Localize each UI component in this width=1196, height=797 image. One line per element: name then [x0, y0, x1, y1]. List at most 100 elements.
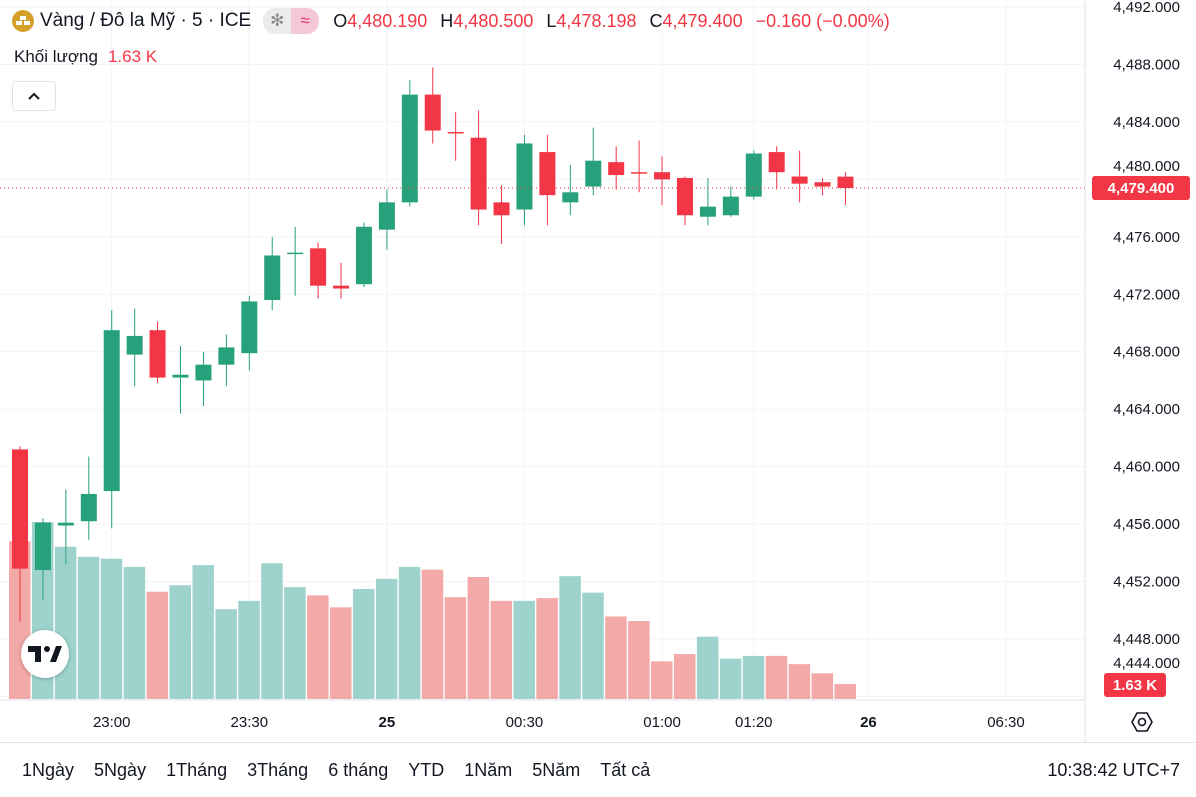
- candle-body: [424, 94, 441, 131]
- status-badges[interactable]: ✻ ≈: [263, 8, 320, 34]
- candle-body: [768, 152, 785, 173]
- volume-bar: [421, 569, 444, 699]
- candle-body: [814, 182, 831, 187]
- volume-bar: [605, 616, 627, 699]
- volume-bar: [628, 621, 650, 699]
- candle-body: [378, 202, 395, 230]
- volume-bar: [284, 587, 306, 699]
- candle-body: [676, 177, 693, 216]
- price-ticks: 4,492.000 4,488.000 4,484.000 4,480.000 4,47…: [1113, 0, 1180, 672]
- range-1d[interactable]: 1Ngày: [22, 759, 75, 780]
- candle-body: [57, 522, 74, 526]
- candle-body: [172, 374, 189, 378]
- volume-bar: [490, 600, 513, 699]
- candle-body: [34, 522, 51, 571]
- range-5d[interactable]: 5Ngày: [94, 759, 147, 780]
- candle-body: [103, 330, 120, 492]
- approx-icon[interactable]: ≈: [291, 8, 320, 34]
- volume-bar: [582, 592, 604, 699]
- candle-body: [539, 152, 556, 196]
- volume-bar: [467, 577, 490, 699]
- candle-body: [218, 347, 235, 365]
- candles: [12, 67, 854, 622]
- volume-label: Khối lượng: [14, 47, 98, 66]
- open-value: 4,480.190: [347, 10, 428, 31]
- change-value: −0.160 (−0.00%): [755, 10, 890, 31]
- time-ticks: 23:00 23:30 25 00:30 01:00 01:20 26 06:30: [93, 714, 1025, 731]
- symbol-legend: Vàng / Đô la Mỹ · 5 · ICE ✻ ≈ O4,480.190…: [12, 8, 898, 34]
- time-tick-label: 23:00: [93, 714, 131, 731]
- range-6m[interactable]: 6 tháng: [328, 759, 389, 780]
- volume-bar: [513, 600, 535, 699]
- chevron-up-icon: [28, 92, 40, 100]
- candle-body: [470, 137, 487, 210]
- candle-body: [699, 206, 716, 217]
- low-key: L: [546, 10, 557, 31]
- range-5y[interactable]: 5Năm: [532, 759, 581, 780]
- volume-bar: [536, 598, 558, 699]
- price-tick-label: 4,476.000: [1113, 229, 1180, 246]
- range-ytd[interactable]: YTD: [408, 759, 445, 780]
- close-value: 4,479.400: [662, 10, 743, 31]
- price-tick-label: 4,480.000: [1113, 158, 1180, 175]
- candle-body: [722, 196, 739, 216]
- candle-body: [837, 176, 854, 188]
- open-key: O: [333, 10, 348, 31]
- symbol-title[interactable]: Vàng / Đô la Mỹ · 5 · ICE: [40, 10, 252, 31]
- last-price-label: 4,479.400: [1092, 176, 1190, 200]
- price-tick-label: 4,448.000: [1113, 631, 1180, 648]
- gold-icon: [12, 10, 34, 32]
- volume-bar: [375, 578, 398, 699]
- candle-body: [654, 172, 671, 180]
- volume-value: 1.63 K: [107, 47, 158, 66]
- range-1y[interactable]: 1Năm: [464, 759, 513, 780]
- tradingview-logo[interactable]: [21, 630, 69, 678]
- candle-body: [585, 160, 602, 187]
- price-tick-label: 4,484.000: [1113, 114, 1180, 131]
- price-tick-label: 4,460.000: [1113, 459, 1180, 476]
- candle-body: [287, 252, 304, 255]
- volume-bar: [696, 636, 719, 699]
- time-tick-label: 23:30: [231, 714, 269, 731]
- time-tick-label: 01:20: [735, 714, 773, 731]
- volume-bar: [169, 585, 192, 699]
- volume-bar: [352, 588, 375, 699]
- asterisk-icon[interactable]: ✻: [263, 8, 292, 34]
- price-tick-label: 4,492.000: [1113, 0, 1180, 16]
- candle-body: [241, 301, 258, 354]
- candle-body: [791, 176, 808, 184]
- candle-body: [493, 202, 510, 216]
- volume-bar: [215, 609, 237, 699]
- candle-body: [333, 285, 350, 289]
- volume-bars: [9, 522, 856, 699]
- time-tick-label: 06:30: [987, 714, 1025, 731]
- price-tick-label: 4,468.000: [1113, 344, 1180, 361]
- volume-bar: [651, 661, 673, 699]
- bottom-toolbar: 1Ngày 5Ngày 1Tháng 3Tháng 6 tháng YTD 1N…: [0, 742, 1196, 797]
- volume-bar: [307, 595, 329, 699]
- volume-bar: [123, 566, 146, 699]
- volume-bar: [330, 607, 352, 699]
- time-tick-label: 00:30: [506, 714, 544, 731]
- volume-bar: [444, 597, 467, 699]
- high-key: H: [440, 10, 454, 31]
- candle-body: [516, 143, 533, 210]
- volume-bar: [788, 664, 811, 699]
- range-all[interactable]: Tất cả: [600, 759, 651, 780]
- price-tick-label: 4,456.000: [1113, 516, 1180, 533]
- settings-icon[interactable]: [1130, 710, 1154, 734]
- collapse-legend-button[interactable]: [12, 81, 56, 111]
- volume-bar: [834, 684, 856, 699]
- price-tick-label: 4,472.000: [1113, 286, 1180, 303]
- candle-body: [195, 364, 212, 381]
- clock[interactable]: 10:38:42 UTC+7: [1047, 759, 1180, 780]
- volume-bar: [673, 654, 696, 699]
- candle-body: [355, 226, 372, 285]
- candle-body: [401, 94, 418, 203]
- range-3m[interactable]: 3Tháng: [247, 759, 309, 780]
- candle-body: [631, 172, 648, 174]
- range-1m[interactable]: 1Tháng: [166, 759, 228, 780]
- price-chart[interactable]: 4,492.0004,488.0004,484.0004,480.0004,47…: [0, 0, 1196, 742]
- volume-bar: [54, 546, 77, 699]
- candle-body: [149, 330, 166, 378]
